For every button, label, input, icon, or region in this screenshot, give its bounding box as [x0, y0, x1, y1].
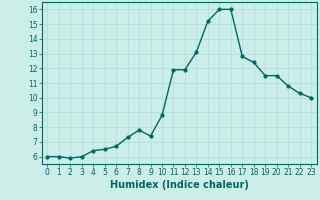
X-axis label: Humidex (Indice chaleur): Humidex (Indice chaleur) — [110, 180, 249, 190]
